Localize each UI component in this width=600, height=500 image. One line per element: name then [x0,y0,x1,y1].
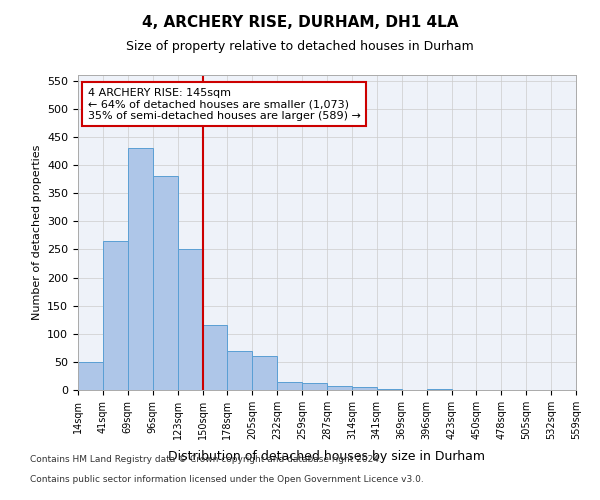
Text: Contains HM Land Registry data © Crown copyright and database right 2024.: Contains HM Land Registry data © Crown c… [30,455,382,464]
Bar [302,383,327,390]
Bar [352,387,377,390]
Text: 4 ARCHERY RISE: 145sqm
← 64% of detached houses are smaller (1,073)
35% of semi-: 4 ARCHERY RISE: 145sqm ← 64% of detached… [88,88,361,121]
Text: 4, ARCHERY RISE, DURHAM, DH1 4LA: 4, ARCHERY RISE, DURHAM, DH1 4LA [142,15,458,30]
Bar [178,250,203,390]
Text: Size of property relative to detached houses in Durham: Size of property relative to detached ho… [126,40,474,53]
Bar [103,241,128,390]
Y-axis label: Number of detached properties: Number of detached properties [32,145,41,320]
Bar [277,382,302,390]
Text: Contains public sector information licensed under the Open Government Licence v3: Contains public sector information licen… [30,475,424,484]
Bar [203,326,227,390]
Bar [78,362,103,390]
Bar [227,350,253,390]
Bar [253,356,277,390]
X-axis label: Distribution of detached houses by size in Durham: Distribution of detached houses by size … [169,450,485,463]
Bar [377,389,402,390]
Bar [128,148,153,390]
Bar [153,176,178,390]
Bar [327,386,352,390]
